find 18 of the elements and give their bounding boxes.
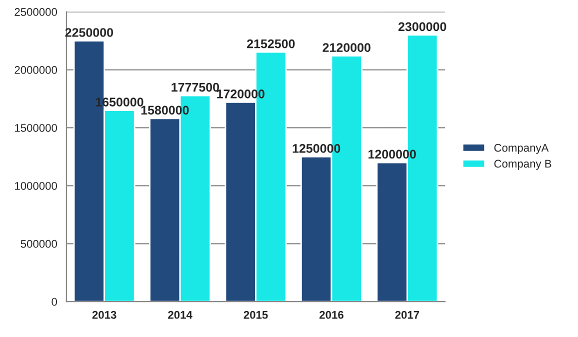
data-label: 2300000 [398, 22, 446, 32]
y-tick-label: 1500000 [15, 124, 58, 132]
x-tick-label: 2013 [92, 310, 116, 319]
data-label: 2120000 [322, 43, 370, 52]
data-label: 2250000 [65, 28, 114, 37]
y-tick-label: 0 [52, 298, 58, 306]
x-tick-label: 2017 [395, 310, 420, 319]
x-tick-label: 2015 [244, 310, 268, 319]
legend-label: CompanyA [494, 144, 549, 154]
data-label: 2152500 [247, 39, 295, 48]
y-tick-label: 500000 [20, 240, 58, 248]
x-tick-label: 2014 [168, 310, 192, 319]
x-tick-label: 2016 [320, 310, 344, 319]
legend-label: Company B [494, 160, 552, 170]
y-tick-label: 2000000 [14, 66, 58, 74]
data-label: 1777500 [172, 82, 220, 92]
y-tick-label: 1000000 [15, 182, 58, 190]
y-tick-label: 2500000 [14, 8, 58, 16]
